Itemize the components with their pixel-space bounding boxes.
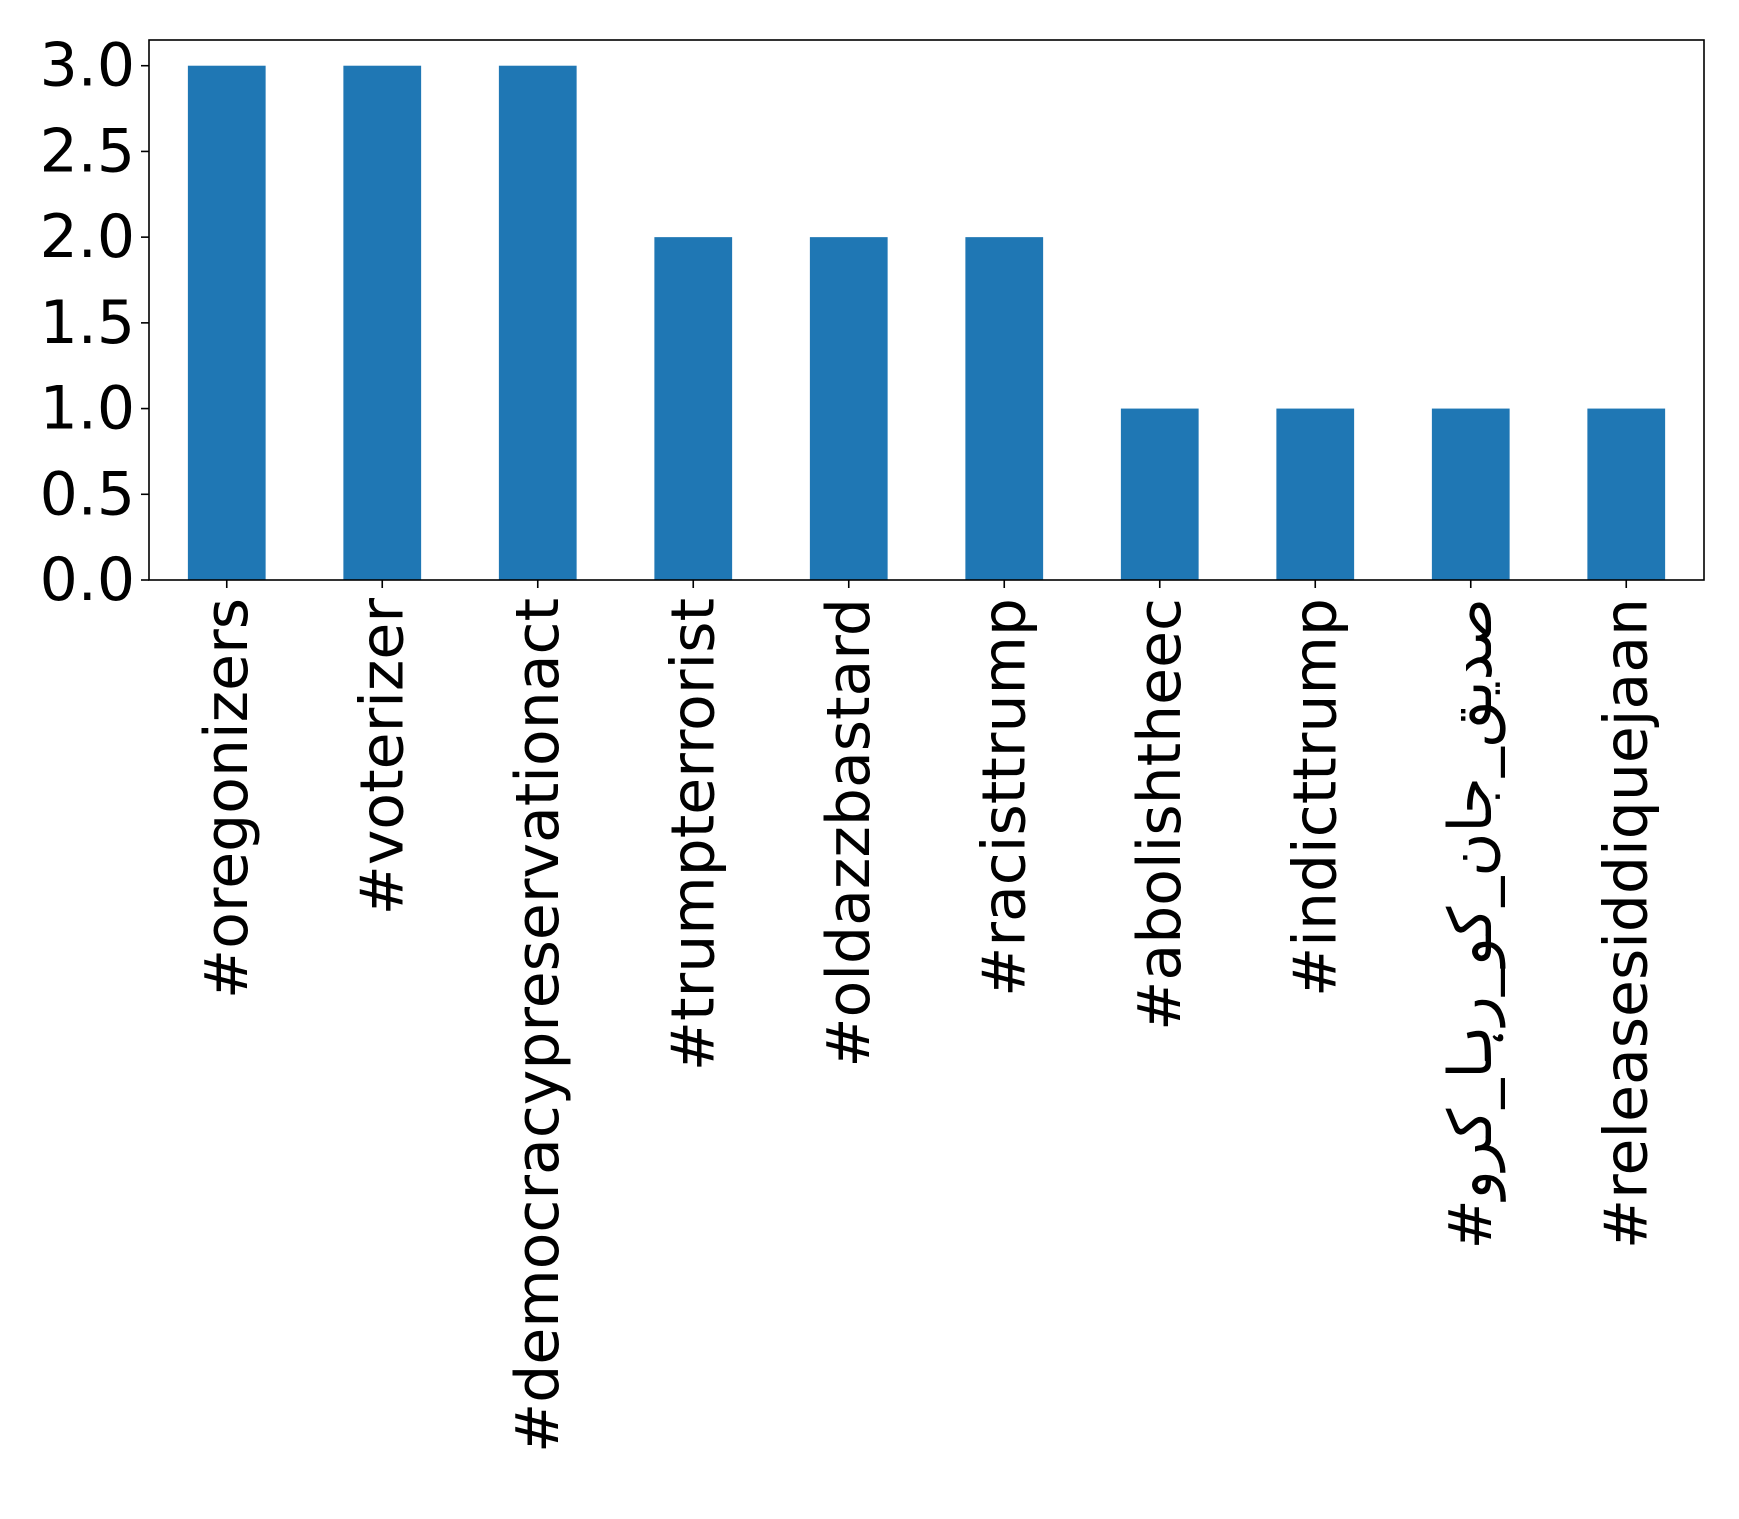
bar [498, 65, 577, 580]
bar [654, 237, 733, 580]
bars-group [187, 65, 1666, 580]
x-tick-label: #racisttrump [969, 598, 1039, 997]
bar [1431, 408, 1510, 580]
bar [343, 65, 422, 580]
y-tick-label: 2.5 [40, 116, 135, 186]
bar [1587, 408, 1666, 580]
x-tick-label: #democracypreservationact [503, 598, 573, 1453]
x-tick-label: #indicttrump [1280, 598, 1350, 997]
bar [809, 237, 888, 580]
y-tick-label: 2.0 [40, 202, 135, 272]
x-tick-label: #releasesiddiquejaan [1591, 598, 1661, 1249]
bar [187, 65, 266, 580]
bar [965, 237, 1044, 580]
y-tick-label: 0.5 [40, 459, 135, 529]
x-axis: #oregonizers #voterizer #democracypreserva… [192, 580, 1661, 1453]
x-tick-label: #trumpterrorist [658, 598, 728, 1071]
bar [1276, 408, 1355, 580]
x-tick-label: #oldazzbastard [814, 598, 884, 1068]
y-tick-label: 1.0 [40, 374, 135, 444]
y-tick-label: 1.5 [40, 288, 135, 358]
x-tick-label: #صدیق_جان_کو_رہا_کرو [1436, 598, 1506, 1250]
x-tick-label: #voterizer [347, 598, 417, 916]
x-tick-label: #abolishtheec [1125, 598, 1195, 1031]
y-axis: 0.0 0.5 1.0 1.5 2.0 2.5 3.0 [40, 31, 149, 615]
plot-frame [148, 39, 1705, 581]
bar [1120, 408, 1199, 580]
y-tick-label: 0.0 [40, 545, 135, 615]
x-tick-label: #oregonizers [192, 598, 262, 999]
y-tick-label: 3.0 [40, 31, 135, 101]
